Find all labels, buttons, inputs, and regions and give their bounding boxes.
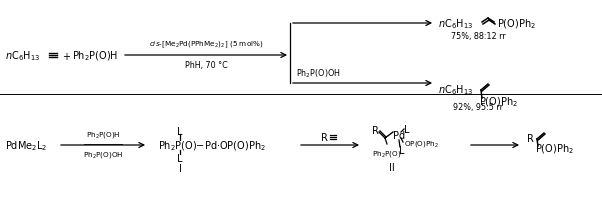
Text: P(O)Ph$_2$: P(O)Ph$_2$ — [497, 17, 536, 31]
Text: Ph$_2$P(O)H: Ph$_2$P(O)H — [85, 130, 120, 140]
Text: $n$C$_6$H$_{13}$: $n$C$_6$H$_{13}$ — [438, 17, 473, 31]
Text: Ph$_2$P(O)OH: Ph$_2$P(O)OH — [82, 150, 123, 160]
Text: PhH, 70 °C: PhH, 70 °C — [185, 61, 228, 70]
Text: PdMe$_2$L$_2$: PdMe$_2$L$_2$ — [5, 138, 48, 152]
Text: R: R — [372, 125, 379, 135]
Text: $n$C$_6$H$_{13}$: $n$C$_6$H$_{13}$ — [438, 83, 473, 96]
Text: L: L — [177, 126, 183, 136]
Text: I: I — [179, 163, 181, 173]
Text: Ph$_2$P(O)$-$Pd$\cdot$OP(O)Ph$_2$: Ph$_2$P(O)$-$Pd$\cdot$OP(O)Ph$_2$ — [158, 139, 266, 152]
Text: R: R — [321, 132, 328, 142]
Text: P(O)Ph$_2$: P(O)Ph$_2$ — [535, 141, 574, 155]
Text: R: R — [527, 133, 534, 143]
Text: L: L — [177, 153, 183, 163]
Text: Pd: Pd — [393, 130, 405, 140]
Text: Ph$_2$P(O): Ph$_2$P(O) — [372, 148, 402, 158]
Text: L: L — [399, 145, 405, 155]
Text: Ph$_2$P(O)H: Ph$_2$P(O)H — [72, 49, 118, 62]
Text: P(O)Ph$_2$: P(O)Ph$_2$ — [479, 95, 518, 108]
Text: 75%, 88:12 rr: 75%, 88:12 rr — [451, 31, 505, 40]
Text: OP(O)Ph$_2$: OP(O)Ph$_2$ — [404, 138, 439, 148]
Text: $n$C$_6$H$_{13}$: $n$C$_6$H$_{13}$ — [5, 49, 40, 63]
Text: 92%, 95:5 rr: 92%, 95:5 rr — [453, 103, 503, 112]
Text: II: II — [389, 162, 395, 172]
Text: Ph$_2$P(O)OH: Ph$_2$P(O)OH — [296, 67, 341, 80]
Text: L: L — [404, 124, 409, 134]
Text: $+$: $+$ — [62, 50, 71, 61]
Text: $\mathit{cis}$-[Me$_2$Pd(PPhMe$_2$)$_2$] (5 mol%): $\mathit{cis}$-[Me$_2$Pd(PPhMe$_2$)$_2$]… — [149, 40, 263, 50]
